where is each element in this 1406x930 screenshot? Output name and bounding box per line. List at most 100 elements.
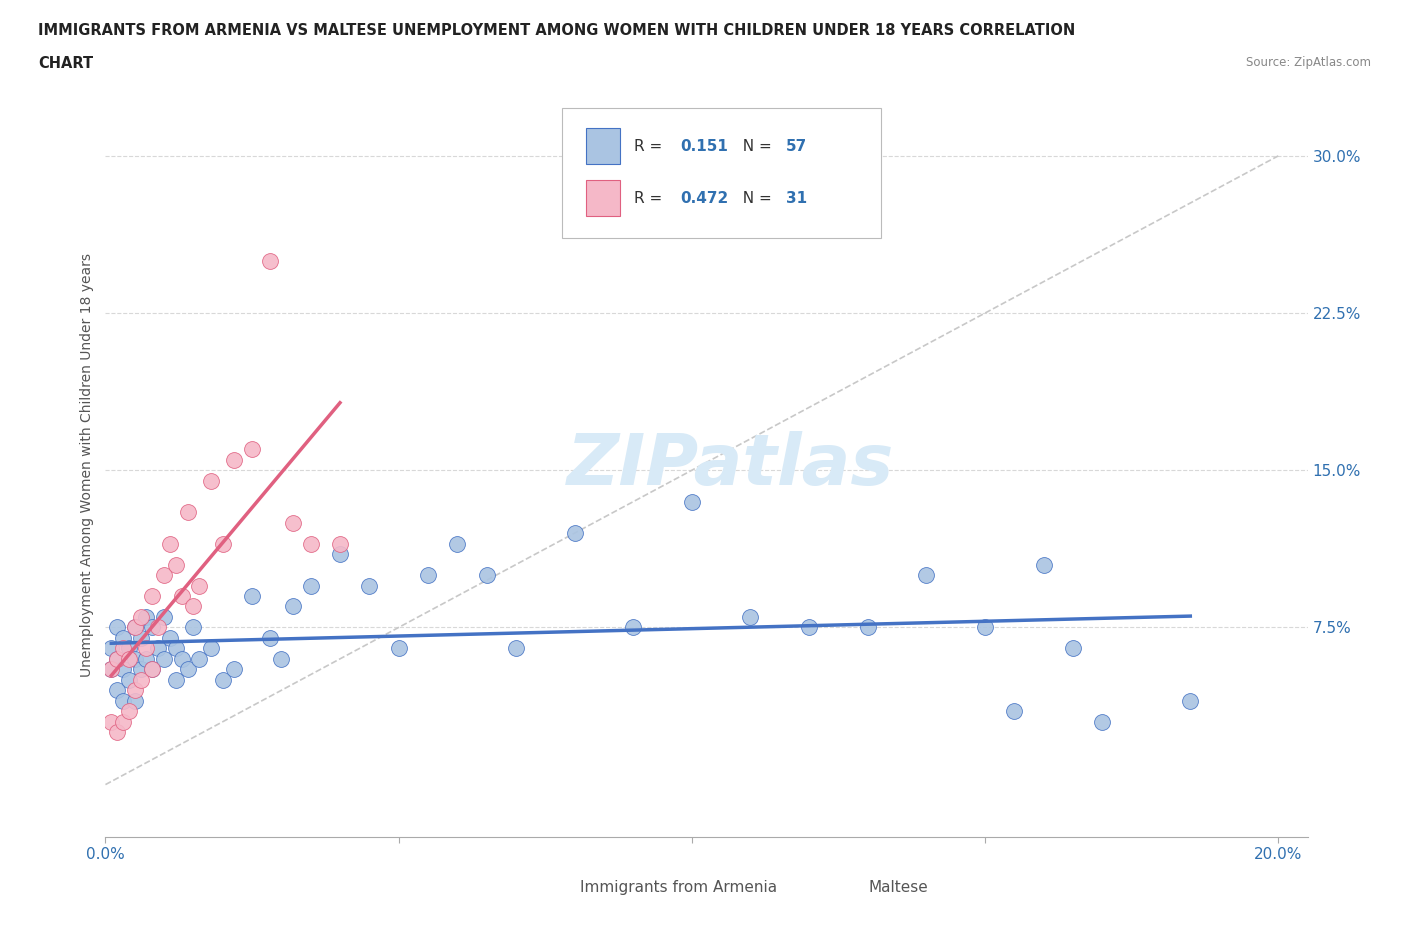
Point xyxy=(118,641,141,656)
Point xyxy=(183,620,205,635)
Point xyxy=(170,589,193,604)
Point xyxy=(856,620,879,635)
Text: CHART: CHART xyxy=(38,56,93,71)
Point xyxy=(100,662,122,677)
Point xyxy=(281,599,304,614)
Text: N =: N = xyxy=(733,192,776,206)
Point xyxy=(505,641,527,656)
Point xyxy=(200,641,222,656)
Text: ZIPatlas: ZIPatlas xyxy=(567,431,894,499)
Point xyxy=(259,253,281,268)
Point xyxy=(329,537,352,551)
Point xyxy=(148,620,170,635)
Point xyxy=(797,620,820,635)
Point xyxy=(1032,557,1054,572)
Text: R =: R = xyxy=(634,140,668,154)
Point xyxy=(446,537,468,551)
Point xyxy=(621,620,644,635)
FancyBboxPatch shape xyxy=(538,872,572,901)
Point xyxy=(281,515,304,530)
Point xyxy=(183,599,205,614)
Point xyxy=(564,525,586,540)
Text: Immigrants from Armenia: Immigrants from Armenia xyxy=(581,880,778,895)
Point xyxy=(124,694,146,709)
Point xyxy=(224,662,246,677)
Text: 57: 57 xyxy=(786,140,807,154)
Point xyxy=(1180,694,1202,709)
Point xyxy=(105,651,128,666)
Point xyxy=(475,567,498,582)
Point xyxy=(118,651,141,666)
Point xyxy=(915,567,938,582)
Text: R =: R = xyxy=(634,192,668,206)
Point xyxy=(129,631,152,645)
Point xyxy=(159,631,181,645)
Point xyxy=(153,609,176,624)
Point xyxy=(105,724,128,739)
Point xyxy=(112,694,135,709)
Point xyxy=(240,589,263,604)
Point xyxy=(148,641,170,656)
FancyBboxPatch shape xyxy=(586,128,620,164)
Point xyxy=(416,567,439,582)
Point xyxy=(124,620,146,635)
Text: Source: ZipAtlas.com: Source: ZipAtlas.com xyxy=(1246,56,1371,69)
Point xyxy=(740,609,762,624)
Point xyxy=(153,651,176,666)
Point xyxy=(141,620,163,635)
Point xyxy=(135,641,157,656)
Point xyxy=(165,557,187,572)
Point xyxy=(118,704,141,719)
Point xyxy=(135,651,157,666)
Point xyxy=(124,683,146,698)
Point xyxy=(188,578,211,593)
Point xyxy=(112,662,135,677)
Point xyxy=(129,672,152,687)
Text: IMMIGRANTS FROM ARMENIA VS MALTESE UNEMPLOYMENT AMONG WOMEN WITH CHILDREN UNDER : IMMIGRANTS FROM ARMENIA VS MALTESE UNEMP… xyxy=(38,23,1076,38)
Point xyxy=(124,651,146,666)
Point xyxy=(135,609,157,624)
Point xyxy=(105,683,128,698)
Text: 0.472: 0.472 xyxy=(681,192,728,206)
Text: Maltese: Maltese xyxy=(869,880,928,895)
Point xyxy=(211,672,233,687)
Point xyxy=(170,651,193,666)
Point xyxy=(224,452,246,467)
Point xyxy=(105,620,128,635)
Point xyxy=(100,641,122,656)
Point xyxy=(176,662,198,677)
Point xyxy=(100,714,122,729)
FancyBboxPatch shape xyxy=(586,180,620,216)
Text: 31: 31 xyxy=(786,192,807,206)
Point xyxy=(974,620,997,635)
Point xyxy=(153,567,176,582)
Text: N =: N = xyxy=(733,140,776,154)
Point xyxy=(165,672,187,687)
Point xyxy=(240,442,263,457)
Point xyxy=(176,505,198,520)
Point xyxy=(1091,714,1114,729)
Point xyxy=(159,537,181,551)
Point xyxy=(270,651,292,666)
Point xyxy=(124,620,146,635)
Point xyxy=(1062,641,1084,656)
Point xyxy=(105,651,128,666)
Point xyxy=(165,641,187,656)
Point xyxy=(129,609,152,624)
Point xyxy=(112,641,135,656)
Point xyxy=(299,578,322,593)
Point xyxy=(188,651,211,666)
Point xyxy=(200,473,222,488)
Point xyxy=(129,662,152,677)
Point xyxy=(329,547,352,562)
FancyBboxPatch shape xyxy=(827,872,860,901)
Point xyxy=(259,631,281,645)
Point xyxy=(141,662,163,677)
Point xyxy=(112,631,135,645)
Point xyxy=(211,537,233,551)
Point xyxy=(299,537,322,551)
Point xyxy=(118,672,141,687)
Point xyxy=(1002,704,1025,719)
FancyBboxPatch shape xyxy=(562,108,880,238)
Point xyxy=(681,494,703,509)
